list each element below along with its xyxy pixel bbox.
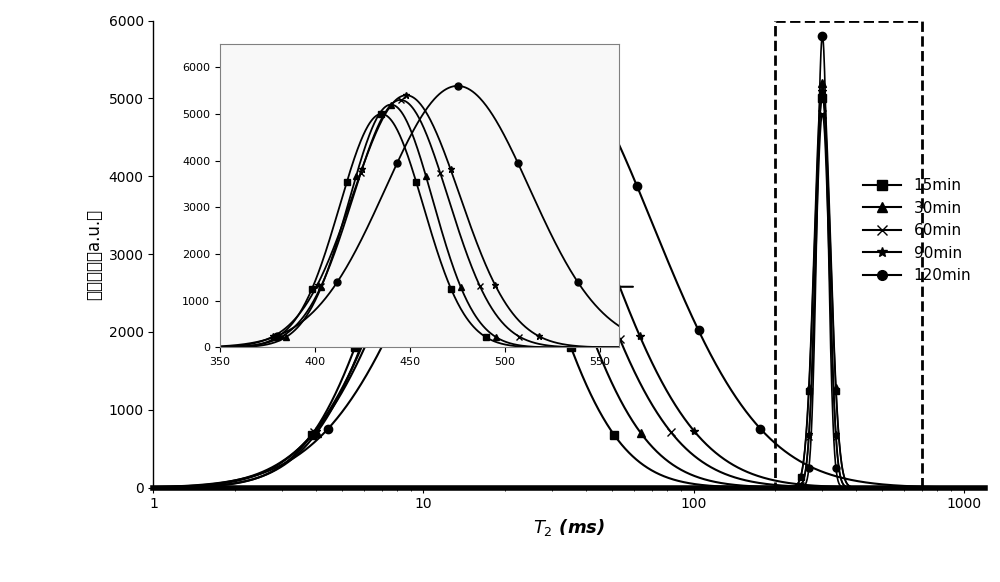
Legend: 15min, 30min, 60min, 90min, 120min: 15min, 30min, 60min, 90min, 120min bbox=[857, 172, 977, 290]
Bar bbox=[775, 20, 922, 488]
X-axis label: $T_2$ (ms): $T_2$ (ms) bbox=[533, 517, 605, 538]
Y-axis label: 信号幅度（a.u.）: 信号幅度（a.u.） bbox=[85, 208, 103, 300]
